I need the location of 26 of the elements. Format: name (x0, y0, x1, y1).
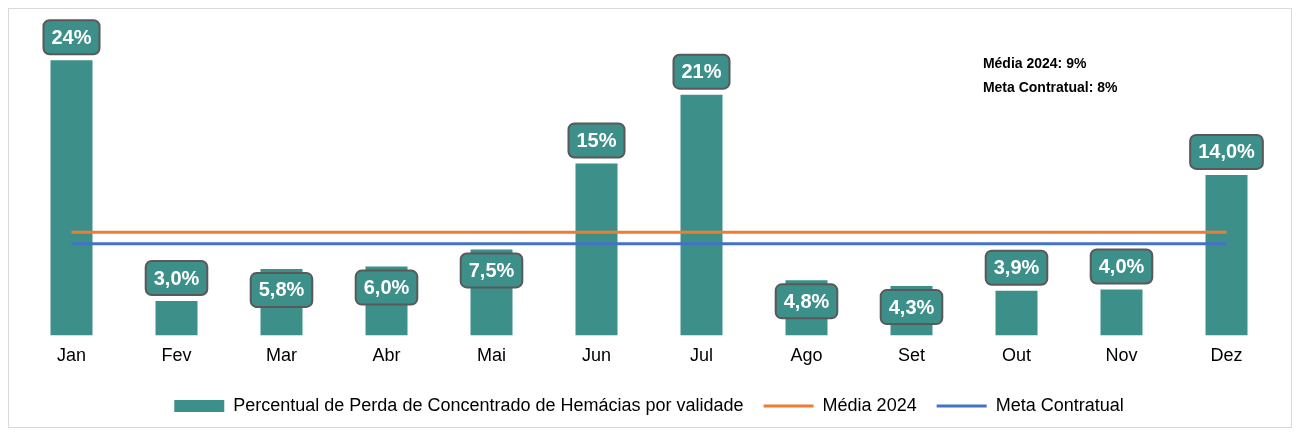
x-tick-label: Mar (266, 345, 297, 366)
data-label: 4,0% (1098, 255, 1145, 278)
legend-label: Percentual de Perda de Concentrado de Hemácias por validade (233, 394, 744, 415)
data-label: 5,8% (258, 278, 305, 301)
x-tick-label: Nov (1105, 345, 1138, 366)
data-label: 7,5% (468, 258, 515, 281)
data-label: 21% (681, 60, 722, 83)
x-tick-label: Set (897, 345, 926, 366)
data-label: 14,0% (1198, 140, 1256, 163)
data-label: 24% (51, 25, 92, 48)
x-tick-label: Dez (1210, 345, 1243, 366)
legend-label: Média 2024 (822, 394, 917, 415)
data-label: 3,0% (153, 266, 200, 289)
data-label: 3,9% (993, 256, 1040, 279)
x-tick-label: Jan (56, 345, 87, 366)
data-label: 15% (576, 128, 617, 151)
x-tick-label: Mai (476, 345, 507, 366)
annotation: Meta Contratual: 8% (982, 78, 1119, 95)
x-tick-label: Fev (161, 345, 192, 366)
x-tick-label: Out (1001, 345, 1032, 366)
x-tick-label: Abr (372, 345, 401, 366)
annotation: Média 2024: 9% (982, 54, 1087, 71)
legend-label: Meta Contratual (995, 394, 1124, 415)
x-tick-label: Jun (581, 345, 612, 366)
x-tick-label: Ago (790, 345, 823, 366)
x-tick-label: Jul (689, 345, 714, 366)
